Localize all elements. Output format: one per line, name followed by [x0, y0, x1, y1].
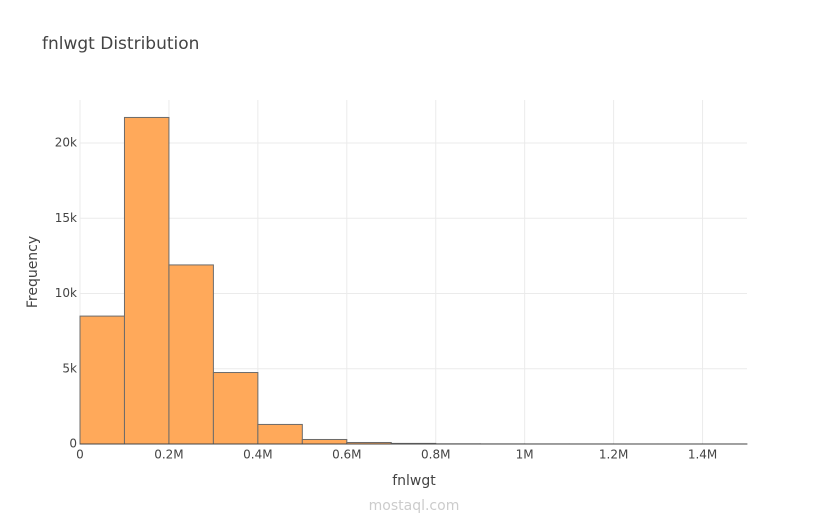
- bar: [168, 264, 214, 445]
- x-tick-label: 0.2M: [154, 448, 183, 462]
- y-tick-label: 20k: [55, 136, 77, 150]
- y-tick-label: 10k: [55, 286, 77, 300]
- y-axis-label: Frequency: [25, 236, 41, 308]
- x-tick-label: 1M: [516, 448, 534, 462]
- x-tick-label: 0.6M: [332, 448, 361, 462]
- x-tick-label: 0: [76, 448, 84, 462]
- bar: [257, 423, 303, 445]
- chart-title: fnlwgt Distribution: [42, 34, 199, 54]
- bar: [123, 116, 170, 445]
- bar: [79, 315, 125, 445]
- x-tick-label: 1.4M: [688, 448, 717, 462]
- x-tick-label: 1.2M: [599, 448, 628, 462]
- y-tick-label: 5k: [62, 361, 77, 375]
- bar: [301, 438, 348, 445]
- x-tick-label: 0.4M: [243, 448, 272, 462]
- y-tick-label: 15k: [55, 211, 77, 225]
- x-axis-label: fnlwgt: [392, 473, 436, 489]
- y-tick-label: 0: [69, 437, 77, 451]
- bar: [212, 372, 259, 445]
- x-tick-label: 0.8M: [421, 448, 450, 462]
- watermark: mostaql.com: [369, 498, 460, 514]
